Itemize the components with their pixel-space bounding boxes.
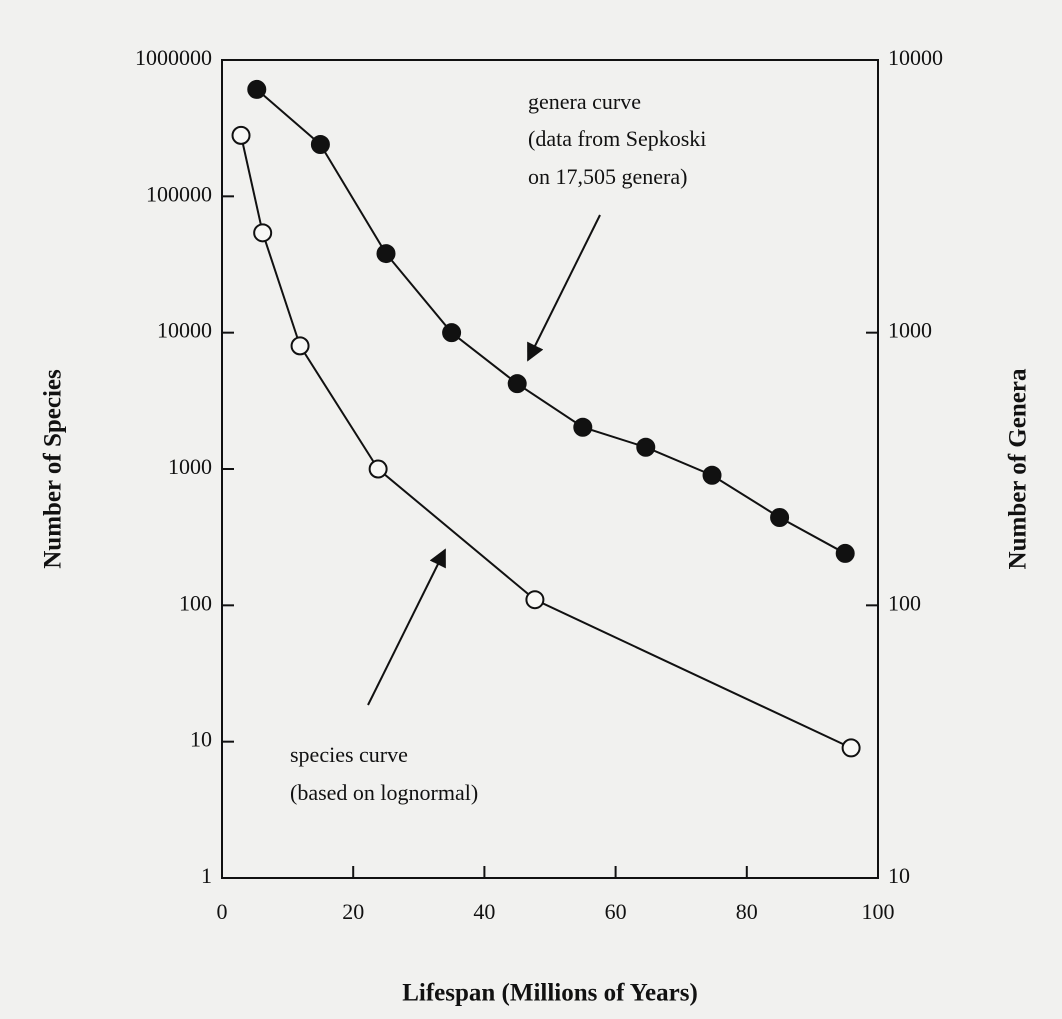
y-tick-label: 1000000	[135, 45, 212, 70]
series-line	[240, 135, 852, 749]
x-axis-title: Lifespan (Millions of Years)	[402, 980, 698, 1007]
y-tick-label: 1000	[168, 454, 212, 479]
data-point	[573, 417, 593, 437]
y-tick-label: 10	[190, 727, 212, 752]
arrow	[367, 548, 446, 706]
data-point	[525, 590, 545, 610]
data-point	[841, 738, 861, 758]
y-tick-label: 100	[179, 590, 212, 615]
annotation: (data from Sepkoski	[528, 126, 706, 151]
data-point	[507, 374, 527, 394]
y-tick-label: 100000	[146, 181, 212, 206]
y2-tick-label: 100	[888, 590, 921, 615]
data-point	[835, 543, 855, 563]
annotation: genera curve	[528, 89, 641, 114]
data-point	[376, 244, 396, 264]
x-tick-label: 80	[736, 899, 758, 924]
y-axis-title: Number of Species	[40, 369, 67, 569]
data-point	[290, 336, 310, 356]
y-tick-label: 10000	[157, 318, 212, 343]
data-point	[231, 125, 251, 145]
x-tick-label: 20	[342, 899, 364, 924]
y2-axis-title: Number of Genera	[1005, 368, 1032, 569]
annotation: (based on lognormal)	[290, 780, 478, 805]
annotation: species curve	[290, 742, 408, 767]
data-point	[310, 134, 330, 154]
y2-tick-label: 10	[888, 863, 910, 888]
y2-tick-label: 10000	[888, 45, 943, 70]
y-tick-label: 1	[201, 863, 212, 888]
annotation: on 17,505 genera)	[528, 164, 687, 189]
series-line	[256, 88, 846, 555]
data-point	[247, 79, 267, 99]
data-point	[253, 223, 273, 243]
x-tick-label: 60	[605, 899, 627, 924]
x-tick-label: 100	[862, 899, 895, 924]
arrow	[527, 214, 601, 362]
x-tick-label: 0	[217, 899, 228, 924]
data-point	[368, 459, 388, 479]
data-point	[636, 437, 656, 457]
x-tick-label: 40	[473, 899, 495, 924]
data-point	[770, 507, 790, 527]
y2-tick-label: 1000	[888, 318, 932, 343]
data-point	[442, 323, 462, 343]
data-point	[702, 465, 722, 485]
